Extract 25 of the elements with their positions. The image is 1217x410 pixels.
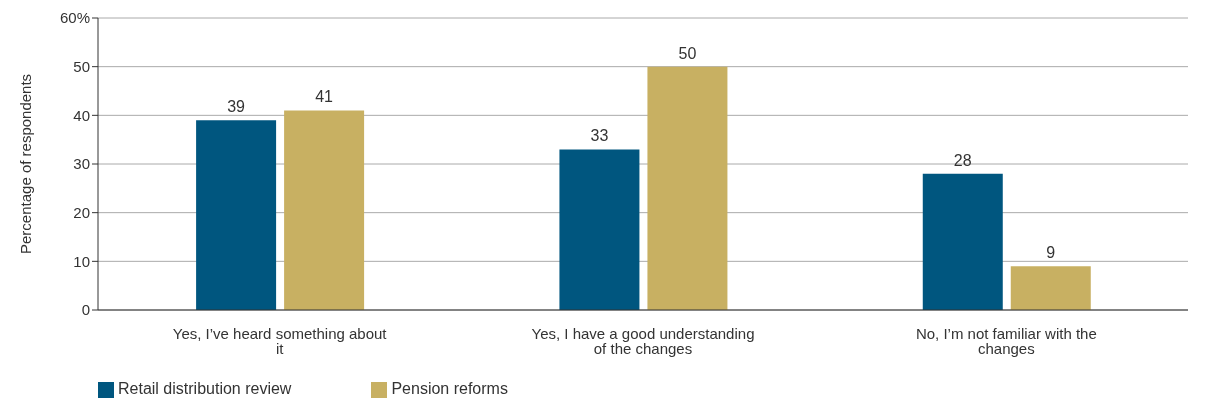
y-tick-label: 50 [73,57,90,75]
y-axis-title: Percentage of respondents [17,73,35,254]
x-tick-label: No, I’m not familiar with the changes [915,324,1097,357]
data-label: 50 [678,44,697,62]
bar [196,120,277,310]
bar [559,149,640,310]
y-tick-label: 40 [73,106,90,124]
y-tick-label: 10 [73,252,90,270]
data-label: 9 [1046,244,1056,262]
data-label: 33 [590,127,609,145]
data-label: 41 [315,88,334,106]
bar [922,173,1003,310]
y-tick-label: 30 [73,155,90,173]
data-label: 39 [227,98,246,116]
y-tick-label: 0 [81,301,90,319]
legend-label: Retail distribution review [118,380,292,397]
x-tick-label: Yes, I’ve heard something about it [172,324,388,357]
y-tick-label: 20 [73,203,90,221]
bar [1010,266,1091,310]
bar [647,66,728,310]
y-tick-label: 60% [59,9,90,27]
data-label: 28 [953,151,972,169]
bar [284,110,365,310]
x-tick-label: Yes, I have a good understanding of the changes [531,324,755,357]
legend-label: Pension reforms [391,380,508,397]
